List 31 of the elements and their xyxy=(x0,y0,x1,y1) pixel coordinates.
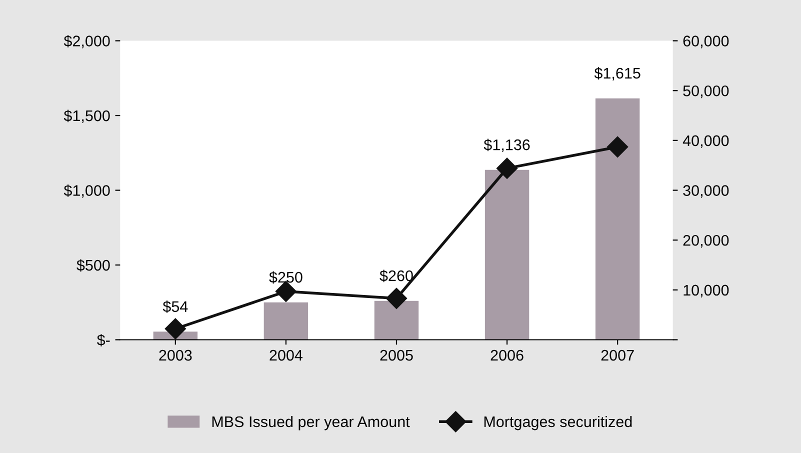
y-tick-label: $500 xyxy=(76,259,110,272)
y-tick-label: $2,000 xyxy=(64,34,110,48)
legend-label: Mortgages securitized xyxy=(484,416,632,430)
y2-tick-label: 30,000 xyxy=(683,185,729,198)
x-tick-label: 2006 xyxy=(490,350,524,361)
legend-label: MBS Issued per year Amount xyxy=(212,416,410,430)
data-label: $260 xyxy=(380,270,413,282)
y-tick-label: $1,000 xyxy=(64,184,110,198)
data-label: $1,136 xyxy=(484,138,530,152)
y2-tick-label: 20,000 xyxy=(683,234,729,248)
x-tick-label: 2005 xyxy=(380,350,413,361)
data-label: $54 xyxy=(162,300,188,313)
point xyxy=(496,158,518,179)
point xyxy=(164,318,186,340)
y-tick-label: $1,500 xyxy=(64,110,110,124)
y2-tick-label: 40,000 xyxy=(682,135,729,148)
y-tick-label: $- xyxy=(97,334,110,346)
point xyxy=(607,136,628,158)
data-label: $1,615 xyxy=(594,67,640,80)
y2-tick-label: 50,000 xyxy=(683,85,729,98)
x-tick-label: 2003 xyxy=(159,350,192,361)
bar xyxy=(595,98,640,340)
y2-tick-label: 60,000 xyxy=(683,36,729,48)
data-label: $250 xyxy=(269,271,302,284)
bar xyxy=(374,300,419,340)
y2-tick-label: 10,000 xyxy=(684,284,729,298)
point xyxy=(386,288,408,309)
x-tick-label: 2007 xyxy=(601,350,634,361)
bar xyxy=(264,302,308,340)
bar xyxy=(484,170,530,340)
x-tick-label: 2004 xyxy=(270,350,303,361)
